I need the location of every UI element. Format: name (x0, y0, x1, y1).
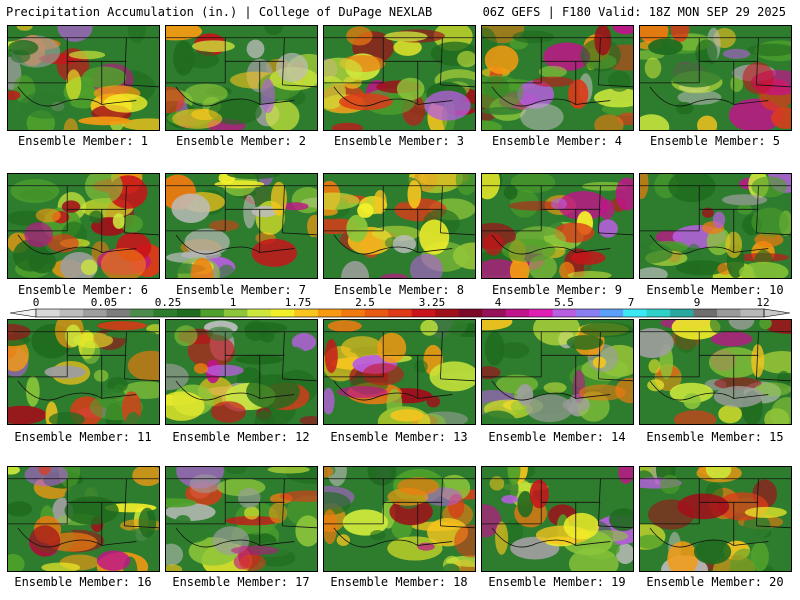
colorbar-max-arrow (763, 308, 791, 318)
colorbar-swatch (693, 309, 718, 317)
ensemble-member-map (481, 466, 634, 572)
colorbar-swatch (36, 309, 60, 317)
colorbar-swatch (364, 309, 389, 317)
ensemble-member-caption: Ensemble Member: 6 (17, 283, 149, 297)
colorbar-swatch (106, 309, 131, 317)
colorbar-tick-label: 9 (694, 296, 701, 309)
ensemble-member-map (323, 466, 476, 572)
ensemble-member-map (323, 25, 476, 131)
colorbar-swatch (646, 309, 671, 317)
colorbar-swatch (153, 309, 178, 317)
colorbar-tick-label: 0 (33, 296, 40, 309)
colorbar-swatch (294, 309, 319, 317)
colorbar-swatch (435, 309, 460, 317)
ensemble-member-map (165, 173, 318, 279)
colorbar-swatch (740, 309, 765, 317)
colorbar-swatch (599, 309, 624, 317)
ensemble-member-map (481, 173, 634, 279)
colorbar-swatch (247, 309, 272, 317)
colorbar-tick-label: 3.25 (419, 296, 446, 309)
ensemble-member-map (7, 319, 160, 425)
ensemble-member-caption: Ensemble Member: 5 (649, 134, 781, 148)
ensemble-member-map (323, 173, 476, 279)
colorbar-swatch (576, 309, 601, 317)
ensemble-member-map (7, 25, 160, 131)
ensemble-member-map (165, 466, 318, 572)
colorbar-tick-label: 0.05 (91, 296, 118, 309)
ensemble-member-caption: Ensemble Member: 2 (175, 134, 307, 148)
ensemble-member-caption: Ensemble Member: 3 (333, 134, 465, 148)
colorbar-swatch (176, 309, 201, 317)
ensemble-member-caption: Ensemble Member: 4 (491, 134, 623, 148)
colorbar-swatch (482, 309, 507, 317)
colorbar-swatch (317, 309, 342, 317)
colorbar-swatch (411, 309, 436, 317)
ensemble-member-caption: Ensemble Member: 18 (330, 575, 468, 589)
colorbar-swatch (670, 309, 694, 317)
ensemble-member-map (481, 319, 634, 425)
colorbar-swatch (59, 309, 84, 317)
ensemble-member-caption: Ensemble Member: 10 (646, 283, 784, 297)
colorbar: 0 0.05 0.25 1 1.75 2.5 3.25 4 5.5 7 9 12 (0, 296, 800, 320)
colorbar-swatch (458, 309, 483, 317)
ensemble-member-map (639, 319, 792, 425)
ensemble-member-map (165, 25, 318, 131)
ensemble-member-caption: Ensemble Member: 16 (14, 575, 152, 589)
ensemble-member-map (639, 466, 792, 572)
colorbar-swatch (717, 309, 741, 317)
colorbar-swatch (388, 309, 413, 317)
ensemble-member-caption: Ensemble Member: 13 (330, 430, 468, 444)
ensemble-member-map (323, 319, 476, 425)
ensemble-member-caption: Ensemble Member: 8 (333, 283, 465, 297)
ensemble-member-map (481, 25, 634, 131)
colorbar-swatch (341, 309, 366, 317)
colorbar-swatch (270, 309, 295, 317)
ensemble-member-caption: Ensemble Member: 11 (14, 430, 152, 444)
colorbar-swatch (129, 309, 154, 317)
colorbar-swatch (82, 309, 107, 317)
ensemble-member-caption: Ensemble Member: 12 (172, 430, 310, 444)
colorbar-tick-label: 7 (628, 296, 635, 309)
colorbar-tick-label: 2.5 (355, 296, 375, 309)
colorbar-swatch (505, 309, 530, 317)
ensemble-member-caption: Ensemble Member: 1 (17, 134, 149, 148)
ensemble-member-caption: Ensemble Member: 14 (488, 430, 626, 444)
ensemble-member-map (165, 319, 318, 425)
ensemble-member-map (639, 173, 792, 279)
ensemble-member-map (639, 25, 792, 131)
ensemble-member-caption: Ensemble Member: 17 (172, 575, 310, 589)
colorbar-tick-label: 0.25 (155, 296, 182, 309)
ensemble-member-map (7, 466, 160, 572)
colorbar-tick-label: 1.75 (285, 296, 312, 309)
ensemble-member-caption: Ensemble Member: 20 (646, 575, 784, 589)
colorbar-swatch (529, 309, 554, 317)
page-title: Precipitation Accumulation (in.) | Colle… (6, 5, 433, 19)
colorbar-tick-label: 1 (230, 296, 237, 309)
ensemble-member-caption: Ensemble Member: 19 (488, 575, 626, 589)
colorbar-tick-label: 4 (495, 296, 502, 309)
colorbar-swatch (552, 309, 577, 317)
ensemble-member-caption: Ensemble Member: 7 (175, 283, 307, 297)
run-info: 06Z GEFS | F180 Valid: 18Z MON SEP 29 20… (482, 5, 786, 19)
colorbar-swatch (200, 309, 225, 317)
colorbar-tick-label: 5.5 (554, 296, 574, 309)
colorbar-swatch (223, 309, 248, 317)
colorbar-swatch (623, 309, 647, 317)
colorbar-tick-label: 12 (756, 296, 769, 309)
ensemble-member-caption: Ensemble Member: 9 (491, 283, 623, 297)
colorbar-min-arrow (9, 308, 37, 318)
ensemble-member-caption: Ensemble Member: 15 (646, 430, 784, 444)
ensemble-member-map (7, 173, 160, 279)
